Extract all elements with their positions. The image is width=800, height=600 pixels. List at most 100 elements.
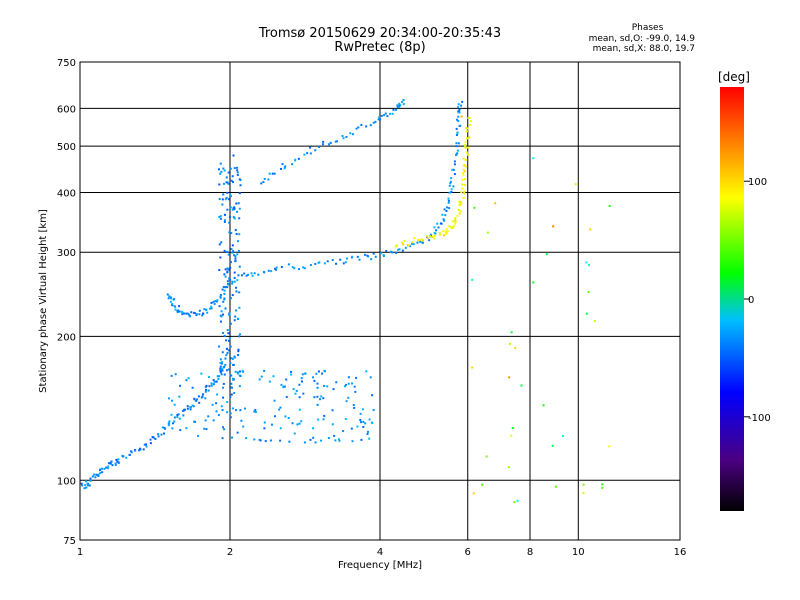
data-point-124 [263, 427, 266, 430]
data-point-115 [219, 367, 222, 370]
data-point-590 [291, 163, 294, 166]
data-point-49 [134, 449, 137, 452]
data-point-735 [219, 172, 222, 175]
data-point-135 [315, 372, 318, 375]
data-point-367 [245, 274, 248, 277]
data-point-622 [382, 114, 385, 117]
data-point-4 [84, 484, 87, 487]
data-point-477 [459, 124, 462, 127]
data-point-538 [458, 204, 461, 207]
data-point-696 [229, 374, 232, 377]
data-point-466 [455, 153, 458, 156]
data-point-659 [229, 261, 232, 264]
data-point-212 [316, 403, 319, 406]
data-point-281 [207, 376, 210, 379]
data-point-307 [171, 304, 174, 307]
data-point-813 [229, 322, 232, 325]
data-point-833 [486, 231, 489, 234]
data-point-409 [380, 252, 383, 255]
data-point-308 [171, 303, 174, 306]
data-point-380 [280, 265, 283, 268]
data-point-613 [360, 124, 363, 127]
data-point-300 [168, 295, 171, 298]
data-point-415 [395, 251, 398, 254]
data-point-478 [457, 119, 460, 122]
data-point-454 [450, 188, 453, 191]
data-point-505 [431, 236, 434, 239]
data-point-313 [178, 305, 181, 308]
data-point-427 [421, 241, 424, 244]
data-point-298 [183, 409, 186, 412]
data-point-304 [170, 297, 173, 300]
data-point-26 [107, 465, 110, 468]
data-point-45 [128, 453, 131, 456]
data-point-744 [233, 392, 236, 395]
data-point-527 [454, 222, 457, 225]
data-point-796 [232, 181, 235, 184]
data-point-85 [189, 408, 192, 411]
data-point-451 [447, 199, 450, 202]
data-point-262 [361, 408, 364, 411]
data-point-552 [462, 172, 465, 175]
data-point-500 [420, 238, 423, 241]
data-point-71 [168, 422, 171, 425]
data-point-816 [238, 374, 241, 377]
data-point-241 [245, 437, 248, 440]
data-point-807 [239, 184, 242, 187]
y-tick-label-600: 600 [57, 104, 76, 115]
data-point-561 [467, 153, 470, 156]
data-point-495 [407, 244, 410, 247]
data-point-58 [149, 438, 152, 441]
data-point-374 [263, 271, 266, 274]
data-point-685 [225, 369, 228, 372]
data-point-422 [410, 242, 413, 245]
data-point-589 [284, 165, 287, 168]
data-point-244 [229, 396, 232, 399]
data-point-754 [227, 368, 230, 371]
data-point-247 [323, 370, 326, 373]
data-point-629 [396, 104, 399, 107]
data-point-803 [221, 313, 224, 316]
data-point-743 [233, 319, 236, 322]
data-point-78 [177, 413, 180, 416]
data-point-268 [263, 421, 266, 424]
data-point-718 [224, 275, 227, 278]
data-point-548 [461, 183, 464, 186]
data-point-607 [342, 137, 345, 140]
data-point-170 [196, 434, 199, 437]
data-point-681 [228, 221, 231, 224]
data-point-189 [211, 403, 214, 406]
data-point-171 [300, 380, 303, 383]
data-point-745 [226, 270, 229, 273]
data-point-759 [225, 196, 228, 199]
stats-x-line: mean, sd,X: 88.0, 19.7 [592, 44, 695, 54]
data-point-666 [236, 173, 239, 176]
data-point-180 [353, 385, 356, 388]
x-tick-label-10: 10 [572, 547, 585, 558]
data-point-558 [462, 157, 465, 160]
data-point-245 [352, 403, 355, 406]
data-point-320 [181, 311, 184, 314]
data-point-858 [574, 183, 577, 186]
data-point-148 [178, 395, 181, 398]
data-point-508 [433, 237, 436, 240]
data-point-631 [398, 105, 401, 108]
data-point-68 [164, 427, 167, 430]
data-point-570 [466, 137, 469, 140]
data-point-84 [186, 405, 189, 408]
data-point-232 [221, 437, 224, 440]
data-point-603 [329, 141, 332, 144]
data-point-425 [419, 240, 422, 243]
data-point-112 [219, 369, 222, 372]
data-point-761 [219, 215, 222, 218]
data-point-545 [463, 190, 466, 193]
data-point-9 [88, 484, 91, 487]
data-point-720 [238, 207, 241, 210]
data-point-421 [409, 245, 412, 248]
data-point-469 [455, 145, 458, 148]
data-point-841 [514, 346, 517, 349]
data-point-209 [298, 396, 301, 399]
data-point-752 [231, 294, 234, 297]
data-point-530 [454, 219, 457, 222]
data-point-74 [173, 416, 176, 419]
